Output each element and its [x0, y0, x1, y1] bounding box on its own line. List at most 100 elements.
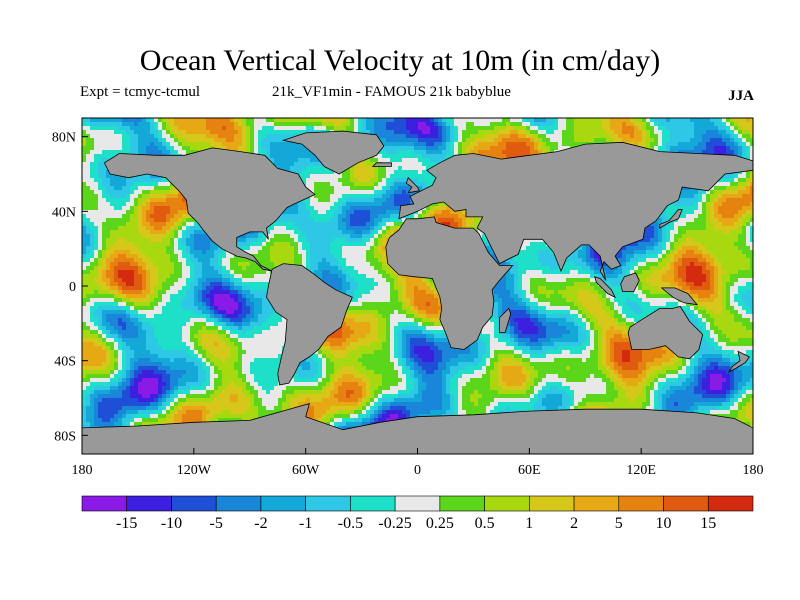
field-cell [102, 186, 106, 190]
field-cell [182, 354, 186, 358]
field-cell [286, 158, 290, 162]
field-cell [230, 358, 234, 362]
field-cell [306, 386, 310, 390]
field-cell [150, 246, 154, 250]
field-cell [306, 370, 310, 374]
field-cell [138, 326, 142, 330]
field-cell [230, 366, 234, 370]
field-cell [254, 382, 258, 386]
field-cell [246, 402, 250, 406]
field-cell [302, 262, 306, 266]
field-cell [82, 190, 86, 194]
field-cell [206, 282, 210, 286]
field-cell [182, 150, 186, 154]
field-cell [98, 138, 102, 142]
field-cell [206, 134, 210, 138]
field-cell [226, 382, 230, 386]
field-cell [294, 158, 298, 162]
field-cell [206, 358, 210, 362]
field-cell [258, 290, 262, 294]
field-cell [130, 322, 134, 326]
field-cell [278, 130, 282, 134]
field-cell [94, 362, 98, 366]
field-cell [250, 266, 254, 270]
field-cell [250, 286, 254, 290]
field-cell [282, 398, 286, 402]
field-cell [274, 366, 278, 370]
field-cell [118, 290, 122, 294]
field-cell [186, 266, 190, 270]
field-cell [226, 350, 230, 354]
field-cell [206, 278, 210, 282]
field-cell [230, 266, 234, 270]
field-cell [190, 278, 194, 282]
field-cell [126, 386, 130, 390]
field-cell [134, 378, 138, 382]
field-cell [186, 334, 190, 338]
field-cell [318, 202, 322, 206]
field-cell [230, 326, 234, 330]
field-cell [230, 310, 234, 314]
field-cell [218, 254, 222, 258]
field-cell [134, 354, 138, 358]
field-cell [110, 378, 114, 382]
field-cell [122, 130, 126, 134]
field-cell [178, 410, 182, 414]
field-cell [90, 310, 94, 314]
field-cell [82, 202, 86, 206]
field-cell [114, 302, 118, 306]
field-cell [194, 402, 198, 406]
field-cell [106, 350, 110, 354]
field-cell [154, 130, 158, 134]
field-cell [302, 174, 306, 178]
field-cell [194, 366, 198, 370]
field-cell [282, 222, 286, 226]
field-cell [238, 350, 242, 354]
field-cell [270, 402, 274, 406]
field-cell [110, 322, 114, 326]
field-cell [146, 318, 150, 322]
field-cell [206, 346, 210, 350]
field-cell [250, 146, 254, 150]
field-cell [226, 370, 230, 374]
field-cell [174, 398, 178, 402]
field-cell [154, 394, 158, 398]
field-cell [314, 194, 318, 198]
field-cell [106, 362, 110, 366]
field-cell [94, 374, 98, 378]
field-cell [170, 322, 174, 326]
field-cell [190, 298, 194, 302]
field-cell [142, 318, 146, 322]
field-cell [86, 238, 90, 242]
field-cell [258, 246, 262, 250]
field-cell [238, 362, 242, 366]
field-cell [270, 126, 274, 130]
field-cell [274, 234, 278, 238]
field-cell [270, 322, 274, 326]
field-cell [266, 410, 270, 414]
field-cell [162, 334, 166, 338]
field-cell [110, 210, 114, 214]
field-cell [274, 154, 278, 158]
field-cell [114, 246, 118, 250]
field-cell [94, 342, 98, 346]
field-cell [158, 382, 162, 386]
field-cell [242, 302, 246, 306]
field-cell [222, 326, 226, 330]
field-cell [262, 314, 266, 318]
field-cell [142, 326, 146, 330]
field-cell [298, 378, 302, 382]
field-cell [150, 350, 154, 354]
field-cell [82, 310, 86, 314]
field-cell [286, 230, 290, 234]
field-cell [290, 206, 294, 210]
field-cell [82, 174, 86, 178]
run-label: 21k_VF1min - FAMOUS 21k babyblue [272, 84, 511, 100]
field-cell [130, 338, 134, 342]
field-cell [174, 406, 178, 410]
field-cell [294, 214, 298, 218]
field-cell [274, 402, 278, 406]
field-cell [158, 150, 162, 154]
field-cell [174, 390, 178, 394]
field-cell [202, 306, 206, 310]
